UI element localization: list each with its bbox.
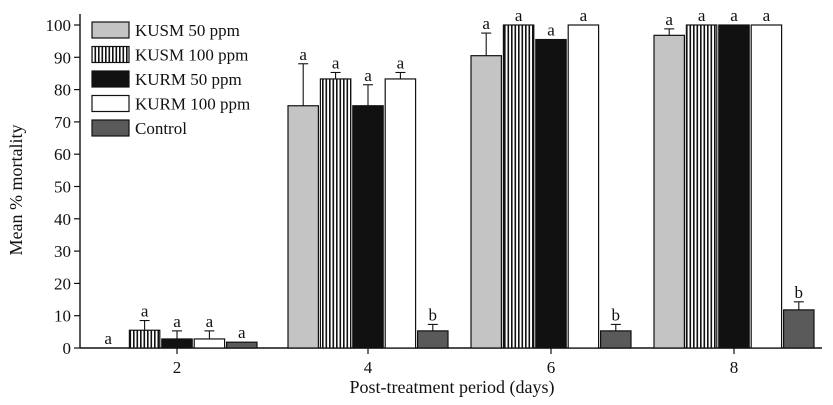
bar: [685, 24, 718, 349]
bar: [718, 24, 750, 349]
y-tick-label: 60: [54, 145, 71, 164]
bar: [193, 338, 226, 349]
bar: [599, 330, 632, 349]
bar: [319, 78, 352, 349]
data-label: a: [332, 53, 340, 72]
y-tick-label: 100: [46, 16, 72, 35]
legend-swatch: [91, 45, 130, 64]
data-label: a: [665, 10, 673, 29]
y-tick-label: 20: [54, 274, 71, 293]
bar: [470, 55, 502, 349]
bar: [226, 341, 258, 349]
bar: [352, 105, 384, 349]
bar: [750, 24, 783, 349]
legend-label: KUSM 50 ppm: [135, 21, 240, 40]
x-tick-label: 8: [730, 358, 739, 377]
y-tick-label: 0: [63, 339, 72, 358]
data-label: a: [238, 323, 246, 342]
y-tick-label: 10: [54, 307, 71, 326]
data-label: a: [763, 6, 771, 25]
bar: [502, 24, 535, 349]
bar: [782, 309, 815, 349]
data-label: a: [299, 45, 307, 64]
bar: [567, 24, 600, 349]
data-label: a: [173, 312, 181, 331]
y-axis-label: Mean % mortality: [6, 125, 26, 256]
bar: [384, 78, 417, 349]
legend-swatch: [91, 119, 130, 137]
y-tick-label: 80: [54, 81, 71, 100]
x-tick-label: 4: [364, 358, 373, 377]
y-tick-label: 50: [54, 178, 71, 197]
bar: [128, 329, 161, 349]
y-tick-label: 90: [54, 48, 71, 67]
legend-label: KURM 50 ppm: [135, 70, 242, 89]
x-tick-label: 6: [547, 358, 556, 377]
data-label: a: [397, 53, 405, 72]
bar: [417, 330, 449, 349]
bar: [653, 34, 685, 349]
y-tick-label: 70: [54, 113, 71, 132]
data-label: a: [580, 6, 588, 25]
legend-label: KUSM 100 ppm: [135, 46, 248, 65]
data-label: b: [429, 305, 438, 324]
legend-label: KURM 100 ppm: [135, 95, 250, 114]
y-tick-label: 30: [54, 242, 71, 261]
data-label: a: [364, 66, 372, 85]
legend-swatch: [91, 70, 130, 88]
data-label: a: [730, 6, 738, 25]
data-label: a: [482, 14, 490, 33]
legend-label: Control: [135, 119, 187, 138]
data-label: a: [547, 21, 555, 40]
bar: [535, 38, 567, 349]
data-label: b: [612, 305, 621, 324]
data-label: a: [515, 6, 523, 25]
data-label: a: [104, 329, 112, 348]
data-label: b: [795, 283, 804, 302]
x-axis-label: Post-treatment period (days): [350, 377, 555, 398]
data-label: a: [141, 302, 149, 321]
data-label: a: [698, 6, 706, 25]
y-tick-label: 40: [54, 210, 71, 229]
bar: [287, 105, 319, 349]
bar: [161, 338, 193, 349]
data-label: a: [206, 312, 214, 331]
x-tick-label: 2: [173, 358, 182, 377]
legend-swatch: [91, 21, 130, 39]
legend-swatch: [91, 94, 130, 113]
